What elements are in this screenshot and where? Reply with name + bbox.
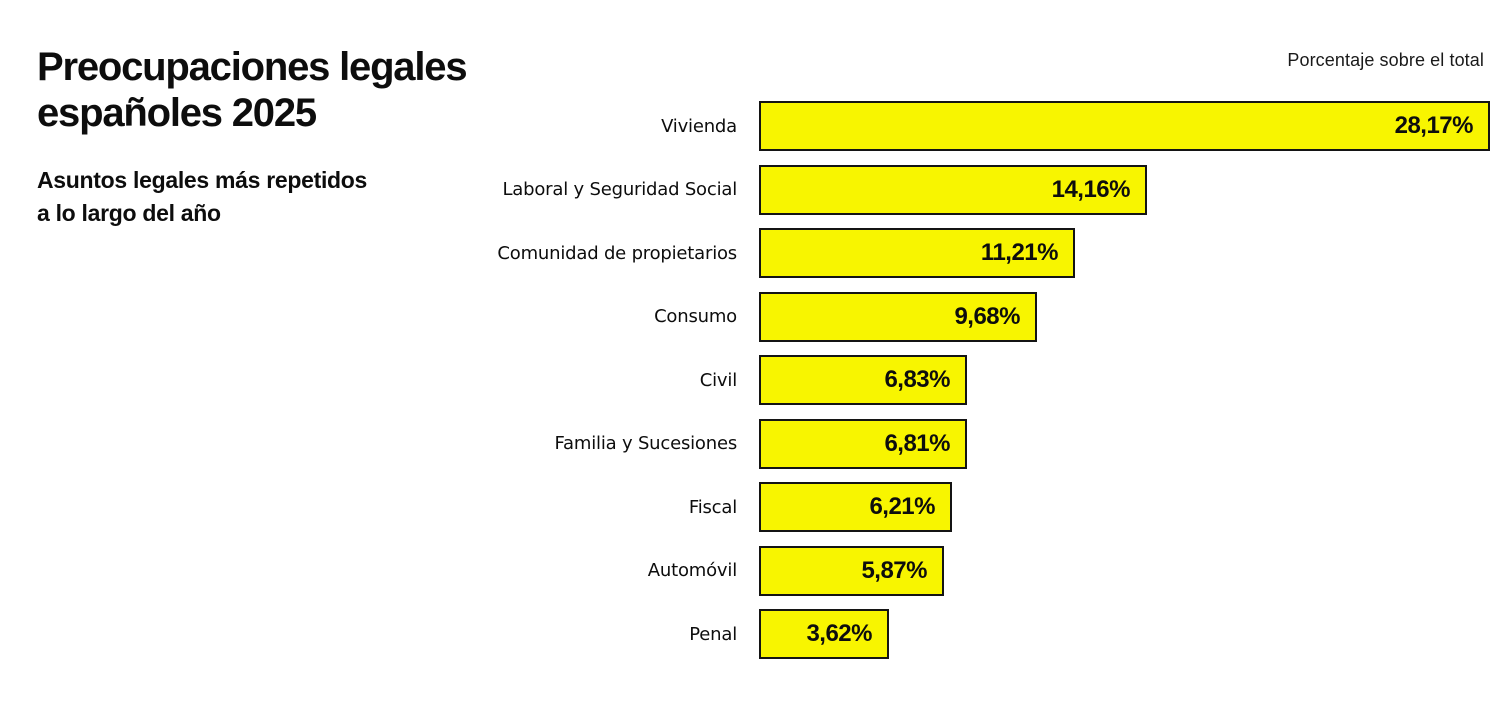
bar-row: Comunidad de propietarios 11,21% [0, 228, 1490, 278]
bar: 11,21% [759, 228, 1075, 278]
bar-row: Automóvil 5,87% [0, 545, 1490, 596]
value-label: 28,17% [1394, 112, 1474, 139]
category-label: Fiscal [688, 496, 737, 518]
title-line-2: españoles 2025 [37, 91, 317, 135]
value-label: 11,21% [980, 239, 1059, 266]
bar-rows: Vivienda 28,17% Laboral y Seguridad Social… [0, 101, 1490, 659]
bar-chart: Vivienda 28,17% Laboral y Seguridad Social… [0, 101, 1490, 659]
bar: 6,21% [759, 482, 952, 532]
value-label: 6,81% [884, 429, 950, 457]
chart-header: Preocupaciones legales españoles 2025 As… [37, 44, 507, 230]
category-label: Familia y Sucesiones [554, 433, 738, 454]
subtitle-line-2: a lo largo del año [37, 200, 221, 226]
category-label: Vivienda [661, 115, 737, 137]
category-label: Consumo [654, 306, 737, 327]
title-line-1: Preocupaciones legales [37, 45, 468, 89]
bar: 6,81% [759, 418, 967, 469]
bar-row: Civil 6,83% [0, 355, 1490, 405]
bar-row: Consumo 9,68% [0, 291, 1490, 342]
subtitle-line-1: Asuntos legales más repetidos [37, 167, 368, 193]
category-label: Penal [689, 623, 737, 645]
bar-row: Vivienda 28,17% [0, 101, 1490, 151]
axis-note: Porcentaje sobre el total [1287, 50, 1484, 70]
bar-row: Fiscal 6,21% [0, 482, 1490, 532]
category-label: Automóvil [647, 560, 737, 581]
bar: 9,68% [759, 291, 1037, 342]
value-label: 5,87% [861, 556, 927, 584]
bar-row: Laboral y Seguridad Social 14,16% [0, 164, 1490, 215]
value-label: 3,62% [806, 620, 872, 647]
bar: 3,62% [759, 609, 889, 659]
value-label: 9,68% [954, 302, 1020, 330]
bar: 28,17% [759, 101, 1490, 151]
value-label: 6,83% [884, 366, 950, 393]
category-label: Laboral y Seguridad Social [502, 179, 737, 200]
category-label: Comunidad de propietarios [497, 242, 737, 264]
bar: 14,16% [759, 164, 1147, 215]
bar: 6,83% [759, 355, 967, 405]
page-title: Preocupaciones legales españoles 2025 [37, 44, 507, 136]
bar: 5,87% [759, 545, 944, 596]
bar-row: Familia y Sucesiones 6,81% [0, 418, 1490, 469]
category-label: Civil [699, 369, 737, 391]
bar-row: Penal 3,62% [0, 609, 1490, 659]
value-label: 6,21% [869, 493, 935, 520]
chart-subtitle: Asuntos legales más repetidos a lo largo… [37, 164, 507, 230]
value-label: 14,16% [1051, 175, 1131, 203]
